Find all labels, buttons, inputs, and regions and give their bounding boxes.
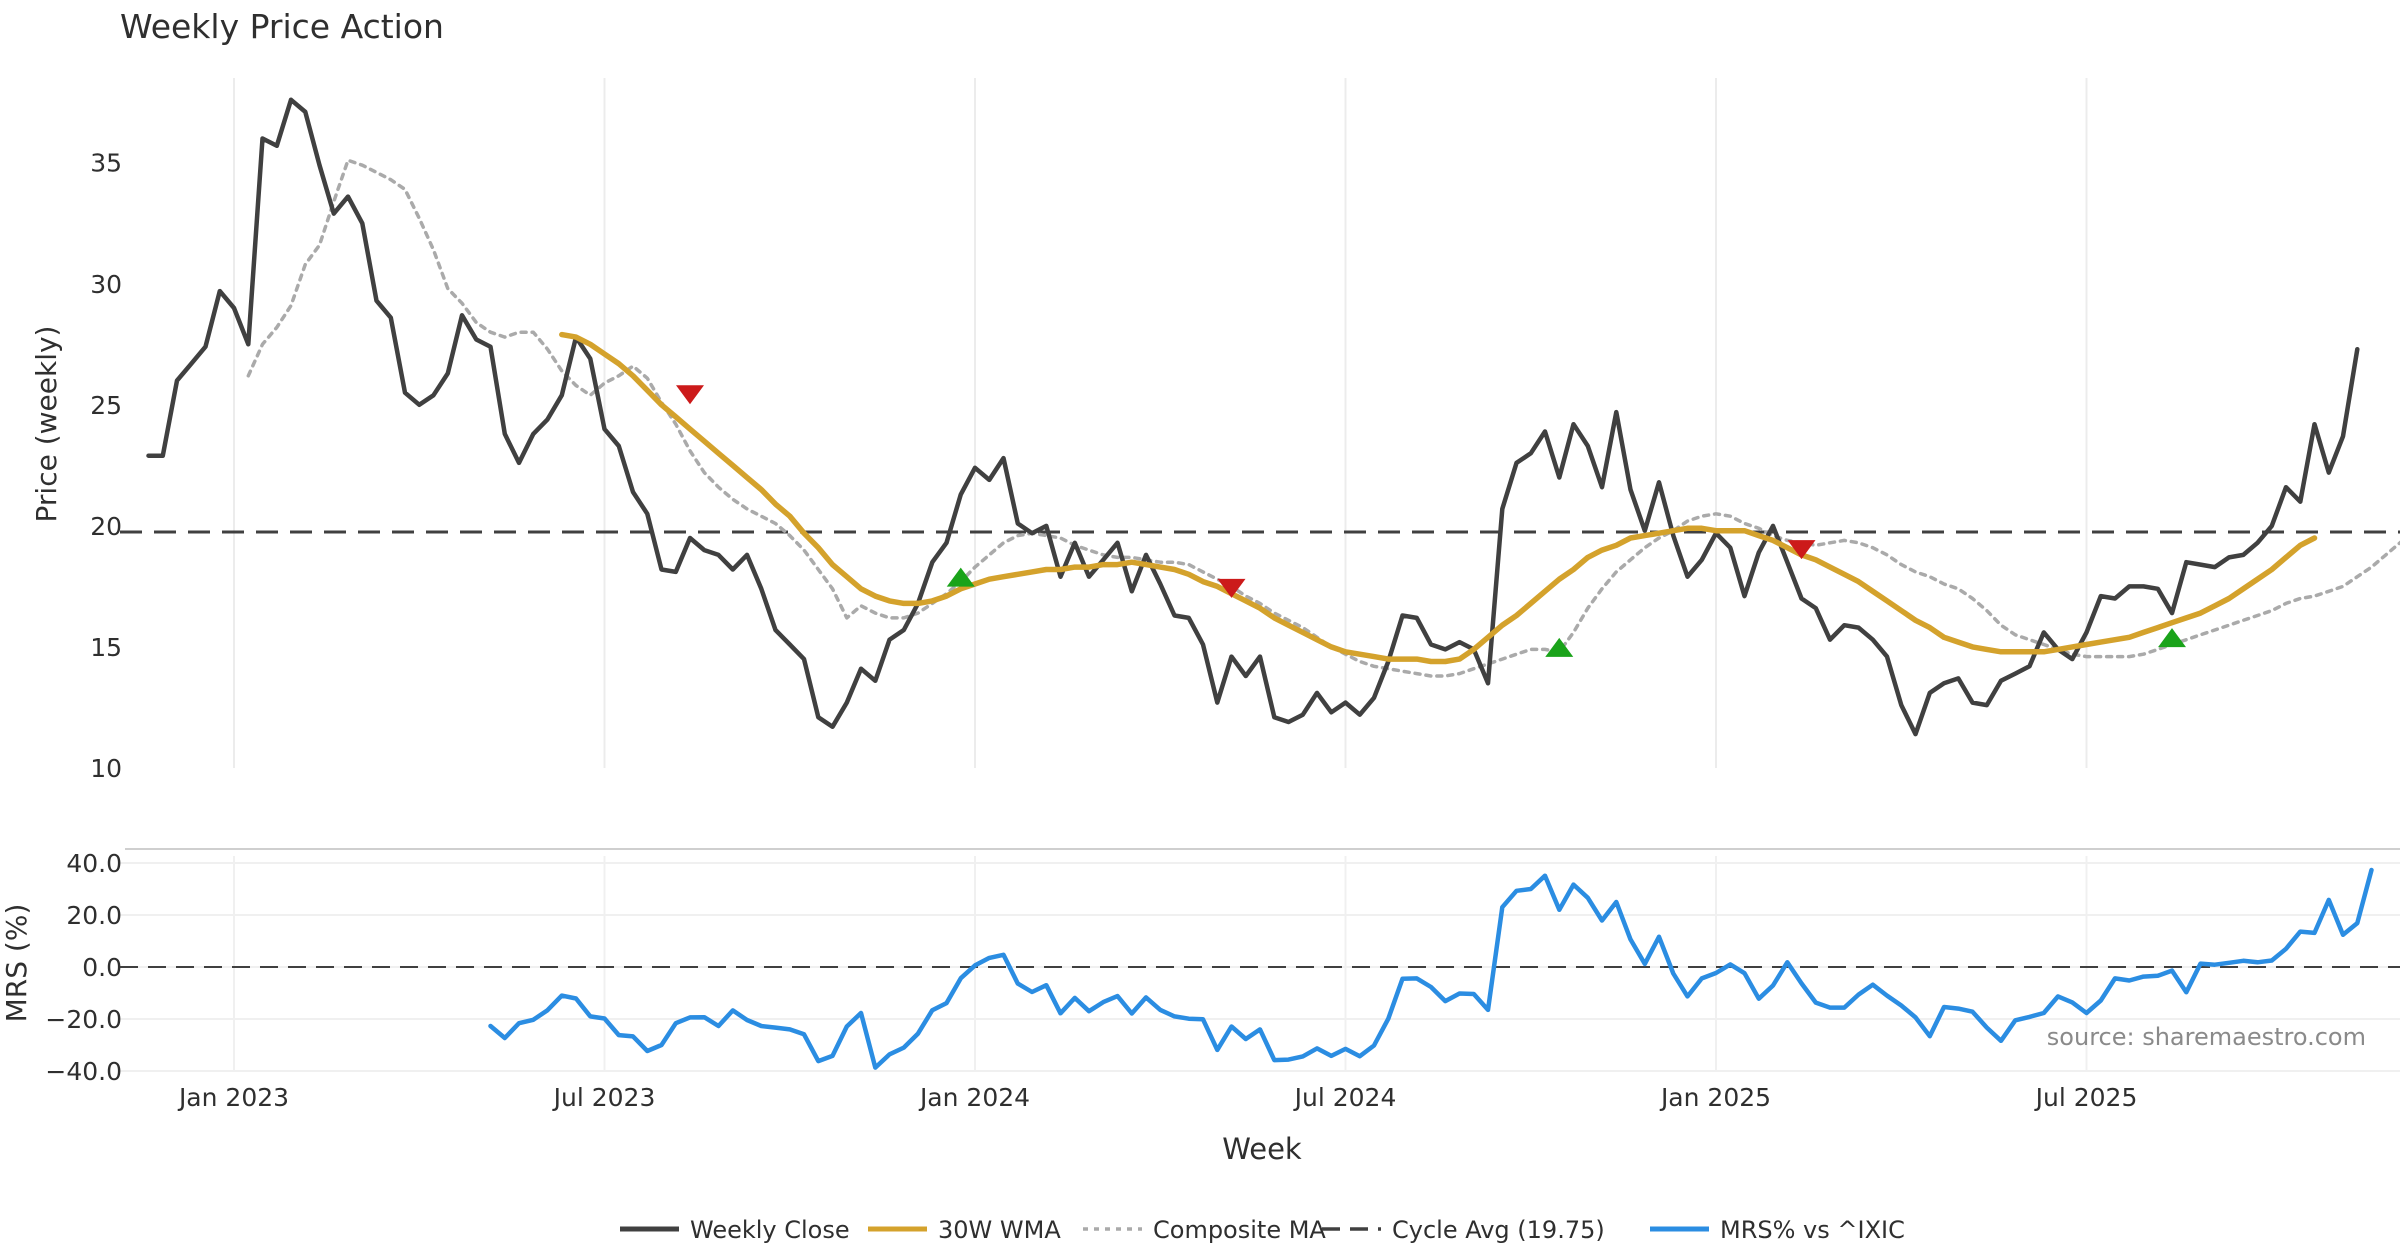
mrs-y-tick-4: −20.0 xyxy=(45,1005,122,1034)
legend-label-1: 30W WMA xyxy=(938,1216,1061,1244)
price-y-tick-10: 10 xyxy=(90,754,122,783)
x-tick-4: Jan 2025 xyxy=(1659,1083,1771,1112)
legend: Weekly Close 30W WMA Composite MA Cycle Avg… xyxy=(620,1216,1905,1244)
price-y-tick-25: 25 xyxy=(90,391,122,420)
mrs-y-tick-3: −40.0 xyxy=(45,1057,122,1086)
sell-signal-marker-2 xyxy=(1217,578,1246,598)
buy-signal-marker-3 xyxy=(1545,637,1574,657)
mrs-line xyxy=(488,867,2374,1070)
price-y-axis-label: Price (weekly) xyxy=(30,326,63,523)
price-y-tick-35: 35 xyxy=(90,149,122,178)
mrs-series xyxy=(488,867,2374,1070)
mrs-y-tick-2: 0.0 xyxy=(82,953,122,982)
legend-label-4: MRS% vs ^IXIC xyxy=(1720,1216,1905,1244)
x-tick-5: Jul 2025 xyxy=(2034,1083,2138,1112)
x-axis-label: Week xyxy=(1222,1132,1302,1166)
legend-label-3: Cycle Avg (19.75) xyxy=(1392,1216,1605,1244)
buy-signal-marker-1 xyxy=(946,567,975,587)
chart-title: Weekly Price Action xyxy=(120,7,444,46)
buy-signal-marker-5 xyxy=(2158,628,2186,648)
source-note: source: sharemaestro.com xyxy=(2047,1023,2366,1051)
weekly-close-line xyxy=(146,97,2360,737)
mrs-y-tick-1: 20.0 xyxy=(66,901,122,930)
mrs-y-axis-label: MRS (%) xyxy=(0,904,33,1023)
mrs-y-tick-labels: 40.0 20.0 0.0 −40.0 −20.0 xyxy=(45,849,122,1086)
price-y-tick-20: 20 xyxy=(90,512,122,541)
x-tick-2: Jan 2024 xyxy=(918,1083,1030,1112)
30w-wma-line xyxy=(559,331,2318,665)
x-tick-0: Jan 2023 xyxy=(177,1083,289,1112)
signal-markers xyxy=(676,385,2186,657)
price-y-tick-30: 30 xyxy=(90,270,122,299)
legend-label-2: Composite MA xyxy=(1153,1216,1326,1244)
mrs-y-tick-0: 40.0 xyxy=(66,849,122,878)
x-tick-3: Jul 2024 xyxy=(1293,1083,1397,1112)
price-y-tick-labels: 10 15 20 25 30 35 xyxy=(90,149,122,783)
legend-label-0: Weekly Close xyxy=(690,1216,850,1244)
price-y-tick-15: 15 xyxy=(90,633,122,662)
x-tick-1: Jul 2023 xyxy=(552,1083,656,1112)
x-tick-labels: Jan 2023 Jul 2023 Jan 2024 Jul 2024 Jan 2025… xyxy=(177,1083,2137,1112)
sell-signal-marker-4 xyxy=(1787,540,1816,560)
sell-signal-marker-0 xyxy=(676,385,704,405)
price-series xyxy=(146,97,2400,737)
